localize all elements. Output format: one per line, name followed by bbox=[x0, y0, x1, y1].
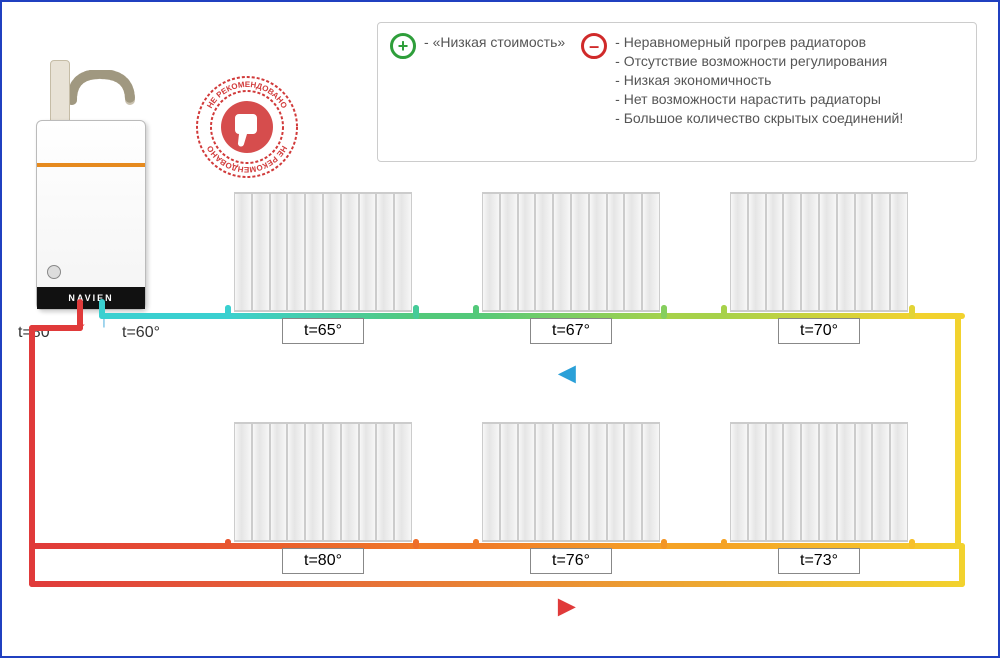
con-item: Низкая экономичность bbox=[615, 71, 903, 90]
radiator-bottom-0: t=80° bbox=[234, 422, 412, 574]
boiler-body: NAVIEN bbox=[36, 120, 146, 310]
radiator-temp-label: t=80° bbox=[282, 548, 364, 574]
radiator-temp-label: t=70° bbox=[778, 318, 860, 344]
return-flow-arrow-icon: ◄ bbox=[552, 357, 582, 391]
radiator-temp-label: t=76° bbox=[530, 548, 612, 574]
radiator-top-1: t=67° bbox=[482, 192, 660, 344]
minus-icon: – bbox=[581, 33, 607, 59]
plus-icon: + bbox=[390, 33, 416, 59]
boiler-brand-label: NAVIEN bbox=[37, 287, 145, 309]
radiator-top-2: t=70° bbox=[730, 192, 908, 344]
con-item: Отсутствие возможности регулирования bbox=[615, 52, 903, 71]
return-arrow-up-icon: ↑ bbox=[99, 310, 109, 333]
cons-list: Неравномерный прогрев радиаторовОтсутств… bbox=[615, 33, 903, 127]
con-item: Большое количество скрытых соединений! bbox=[615, 109, 903, 128]
radiator-temp-label: t=67° bbox=[530, 318, 612, 344]
radiator-bottom-2: t=73° bbox=[730, 422, 908, 574]
radiator-temp-label: t=73° bbox=[778, 548, 860, 574]
supply-temp-label: t=80° bbox=[18, 324, 56, 342]
return-temp-label: t=60° bbox=[122, 324, 160, 342]
boiler-flue bbox=[50, 60, 70, 124]
boiler-flex-pipe bbox=[70, 70, 136, 106]
radiator-bottom-1: t=76° bbox=[482, 422, 660, 574]
pro-text: «Низкая стоимость» bbox=[433, 34, 566, 50]
pros-cons-panel: + - «Низкая стоимость» – Неравномерный п… bbox=[377, 22, 977, 162]
con-item: Неравномерный прогрев радиаторов bbox=[615, 33, 903, 52]
radiator-top-0: t=65° bbox=[234, 192, 412, 344]
pro-column: + - «Низкая стоимость» bbox=[390, 33, 565, 127]
not-recommended-stamp: НЕ РЕКОМЕНДОВАНО НЕ РЕКОМЕНДОВАНО bbox=[192, 72, 302, 182]
con-item: Нет возможности нарастить радиаторы bbox=[615, 90, 903, 109]
boiler: NAVIEN bbox=[36, 110, 146, 300]
radiator-temp-label: t=65° bbox=[282, 318, 364, 344]
supply-arrow-down-icon: ↓ bbox=[77, 310, 87, 333]
supply-flow-arrow-icon: ► bbox=[552, 590, 582, 624]
con-column: – Неравномерный прогрев радиаторовОтсутс… bbox=[581, 33, 903, 127]
boiler-control-knob bbox=[47, 265, 61, 279]
